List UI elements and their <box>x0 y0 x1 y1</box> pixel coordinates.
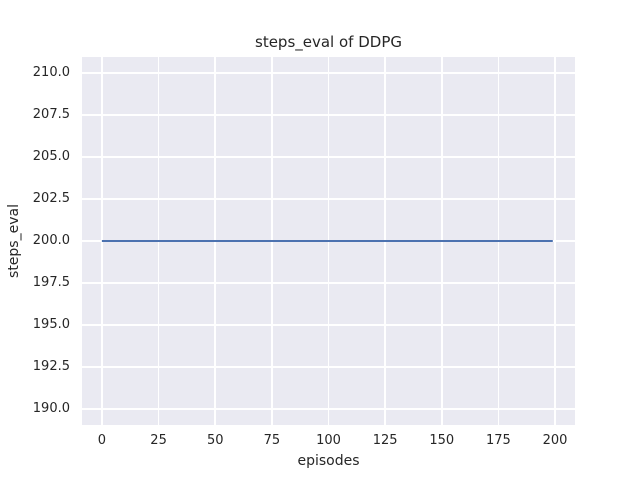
x-tick-label: 0 <box>97 433 107 448</box>
y-tick-label: 192.5 <box>32 359 70 375</box>
gridline-vertical <box>554 57 556 425</box>
y-tick-label: 210.0 <box>32 64 70 80</box>
x-tick-label: 75 <box>263 433 281 448</box>
chart-title: steps_eval of DDPG <box>255 33 402 51</box>
y-tick-label: 202.5 <box>32 190 70 206</box>
x-tick-label: 25 <box>150 433 167 448</box>
line-layer <box>101 240 553 242</box>
y-tick-label: 195.0 <box>32 317 70 333</box>
x-tick-label: 200 <box>542 433 568 448</box>
y-tick-label: 200.0 <box>32 233 70 248</box>
y-tick-label: 207.5 <box>32 106 70 122</box>
plot-area <box>82 57 575 425</box>
x-tick-label: 125 <box>372 433 398 448</box>
y-tick-label: 205.0 <box>32 148 70 164</box>
x-tick-label: 50 <box>206 433 224 448</box>
y-tick-label: 190.0 <box>32 401 70 417</box>
x-tick-label: 100 <box>316 433 341 448</box>
x-axis-label: episodes <box>297 453 360 469</box>
y-tick-label: 197.5 <box>32 275 70 290</box>
x-tick-label: 175 <box>486 433 511 448</box>
x-tick-label: 150 <box>429 433 455 448</box>
